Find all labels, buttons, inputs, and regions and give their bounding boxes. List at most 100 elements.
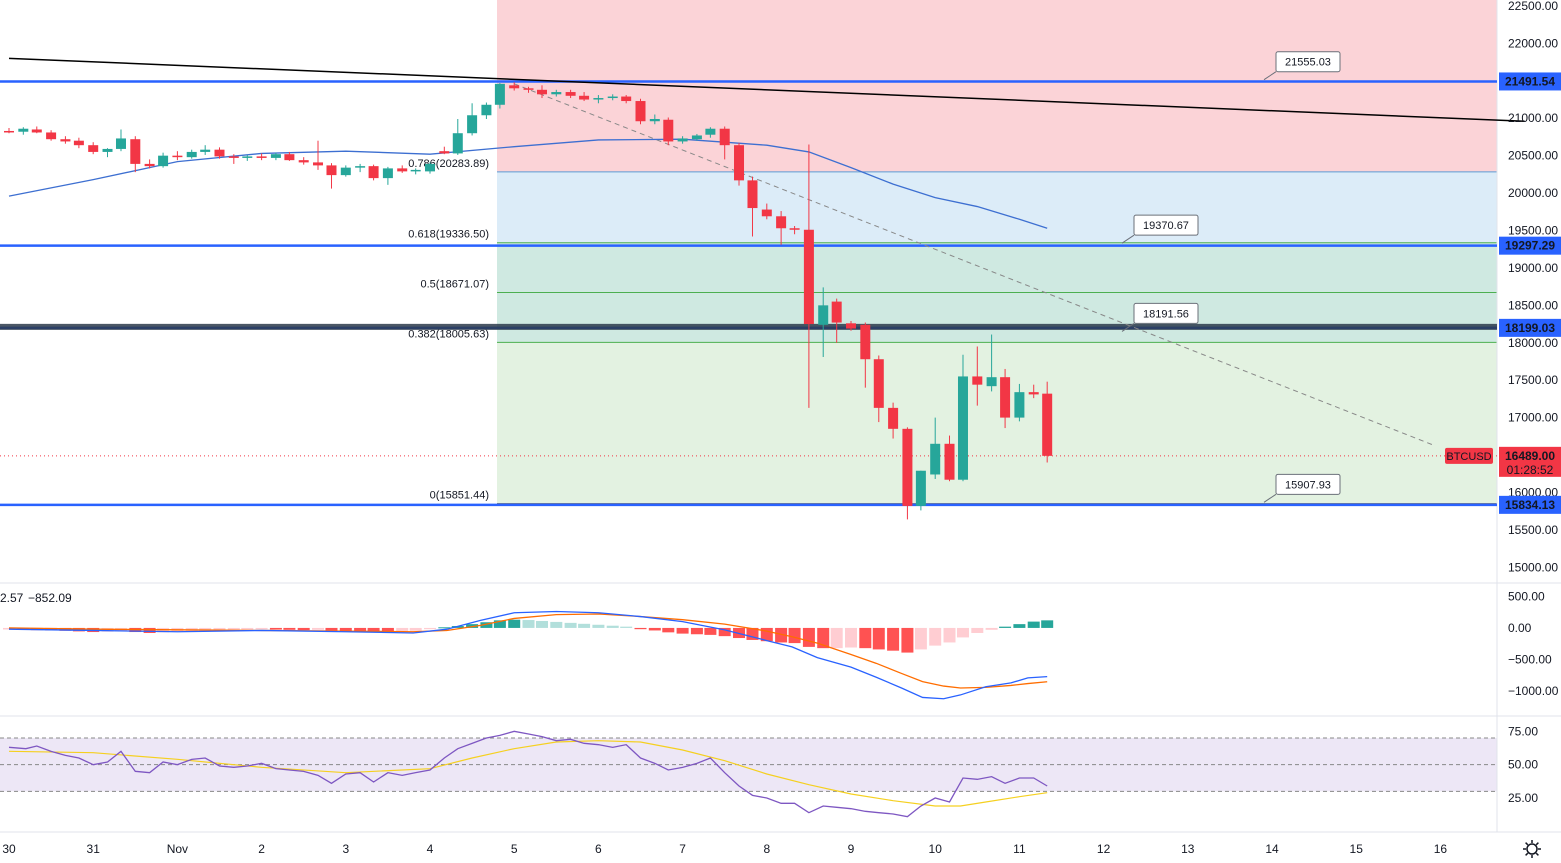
candle-body <box>73 140 84 146</box>
macd-histogram-bar <box>929 627 942 646</box>
candle-body <box>144 163 155 167</box>
candle-body <box>102 148 113 152</box>
candle-body <box>298 160 309 163</box>
settings-icon[interactable] <box>1523 840 1541 858</box>
candle-body <box>1042 393 1053 456</box>
macd-histogram-bar <box>845 627 857 648</box>
candle-body <box>565 92 576 96</box>
time-tick-label: 3 <box>342 842 349 856</box>
candle-body <box>355 166 366 168</box>
rsi-tick-label: 75.00 <box>1508 724 1538 738</box>
time-tick-label: 9 <box>848 842 855 856</box>
macd-histogram-bar <box>985 627 998 630</box>
rsi-tick-label: 50.00 <box>1508 758 1538 772</box>
candle-body <box>831 301 842 323</box>
time-tick-label: 31 <box>87 842 101 856</box>
time-tick-label: 14 <box>1265 842 1279 856</box>
macd-histogram-bar <box>3 627 15 630</box>
macd-histogram-bar <box>522 620 535 628</box>
candle-body <box>410 169 421 172</box>
price-tick-label: 17500.00 <box>1508 373 1558 387</box>
level-tag-value: 18199.03 <box>1505 321 1555 335</box>
fib-zone-blue <box>497 171 1497 243</box>
macd-histogram-bar <box>508 619 521 628</box>
macd-histogram-bar <box>606 625 619 628</box>
symbol-tag-label: BTCUSD <box>1446 451 1491 463</box>
candle-body <box>115 138 126 149</box>
candle-body <box>284 154 295 161</box>
candle-body <box>691 135 702 140</box>
macd-tick-label: −500.00 <box>1508 653 1552 667</box>
macd-histogram-bar <box>775 627 788 643</box>
price-axis[interactable]: 22500.0022000.0021500.0021000.0020500.00… <box>1445 0 1561 574</box>
time-tick-label: 5 <box>511 842 518 856</box>
candle-body <box>761 209 772 217</box>
candle-body <box>915 470 926 506</box>
trendline[interactable] <box>8 57 1525 122</box>
candle-body <box>200 149 211 152</box>
time-tick-label: 8 <box>763 842 770 856</box>
macd-histogram-bar <box>550 621 563 628</box>
fib-level-label: 0.618(19336.50) <box>408 229 489 241</box>
candle-body <box>340 167 351 176</box>
candle-body <box>663 119 674 142</box>
price-tick-label: 17000.00 <box>1508 411 1558 425</box>
macd-histogram-bar <box>634 627 647 630</box>
candle-body <box>888 407 899 429</box>
candle-body <box>551 92 562 95</box>
candle-body <box>439 151 450 154</box>
chart-labels: 21555.03 19370.67 18191.56 15907.93 <box>1121 51 1341 503</box>
candle-body <box>242 156 253 158</box>
macd-histogram-bar <box>859 627 872 649</box>
candle-body <box>270 154 281 158</box>
level-tag-value: 19297.29 <box>1505 239 1555 253</box>
candle-body <box>214 149 225 157</box>
candle-body <box>930 443 941 475</box>
fib-level-label: 0(15851.44) <box>430 490 489 502</box>
price-tick-label: 18500.00 <box>1508 298 1558 312</box>
macd-histogram-bar <box>283 627 296 630</box>
macd-histogram-bar <box>255 627 268 630</box>
macd-histogram-bar <box>690 627 703 635</box>
macd-histogram-bar <box>1041 620 1054 628</box>
macd-histogram-bar <box>662 627 675 633</box>
rsi-line <box>8 730 1048 818</box>
candle-body <box>397 168 408 172</box>
time-tick-label: 7 <box>679 842 686 856</box>
time-tick-label: 2 <box>258 842 265 856</box>
macd-histogram-bar <box>213 627 226 631</box>
candle-body <box>425 163 435 172</box>
callout-pointer <box>1263 71 1277 81</box>
fib-zone-red <box>497 0 1497 172</box>
time-tick-label: 12 <box>1097 842 1111 856</box>
macd-tick-label: 500.00 <box>1508 589 1545 603</box>
candle-body <box>860 324 871 360</box>
rsi-ma-line <box>8 740 1048 807</box>
candle-body <box>509 85 520 89</box>
fib-zone-green <box>497 342 1497 504</box>
callout-box <box>1275 51 1341 73</box>
callout-pointer <box>1121 234 1135 244</box>
macd-histogram-bar <box>493 620 506 628</box>
candle-body <box>593 98 604 100</box>
candle-body <box>677 138 688 142</box>
candle-body <box>481 104 492 116</box>
macd-histogram-bar <box>409 627 422 631</box>
macd-tick-label: 0.00 <box>1508 621 1532 635</box>
macd-histogram-bar <box>143 627 156 633</box>
macd-histogram-bar <box>718 627 731 637</box>
time-axis[interactable]: 30 31 Nov 2 3 4 5 6 7 8 9 10 11 12 13 14 15 16 <box>2 842 1447 856</box>
macd-histogram-bar <box>788 627 801 644</box>
macd-histogram-bar <box>971 627 984 633</box>
dashed-trendline <box>514 83 1433 446</box>
candle-body <box>368 166 379 179</box>
macd-histogram-bar <box>830 627 843 649</box>
level-band-18199 <box>0 323 1497 330</box>
candle-body <box>803 229 814 325</box>
macd-histogram-bar <box>354 627 367 632</box>
candle-body <box>130 139 141 164</box>
macd-histogram-bar <box>999 626 1012 628</box>
candle-body <box>818 305 829 325</box>
